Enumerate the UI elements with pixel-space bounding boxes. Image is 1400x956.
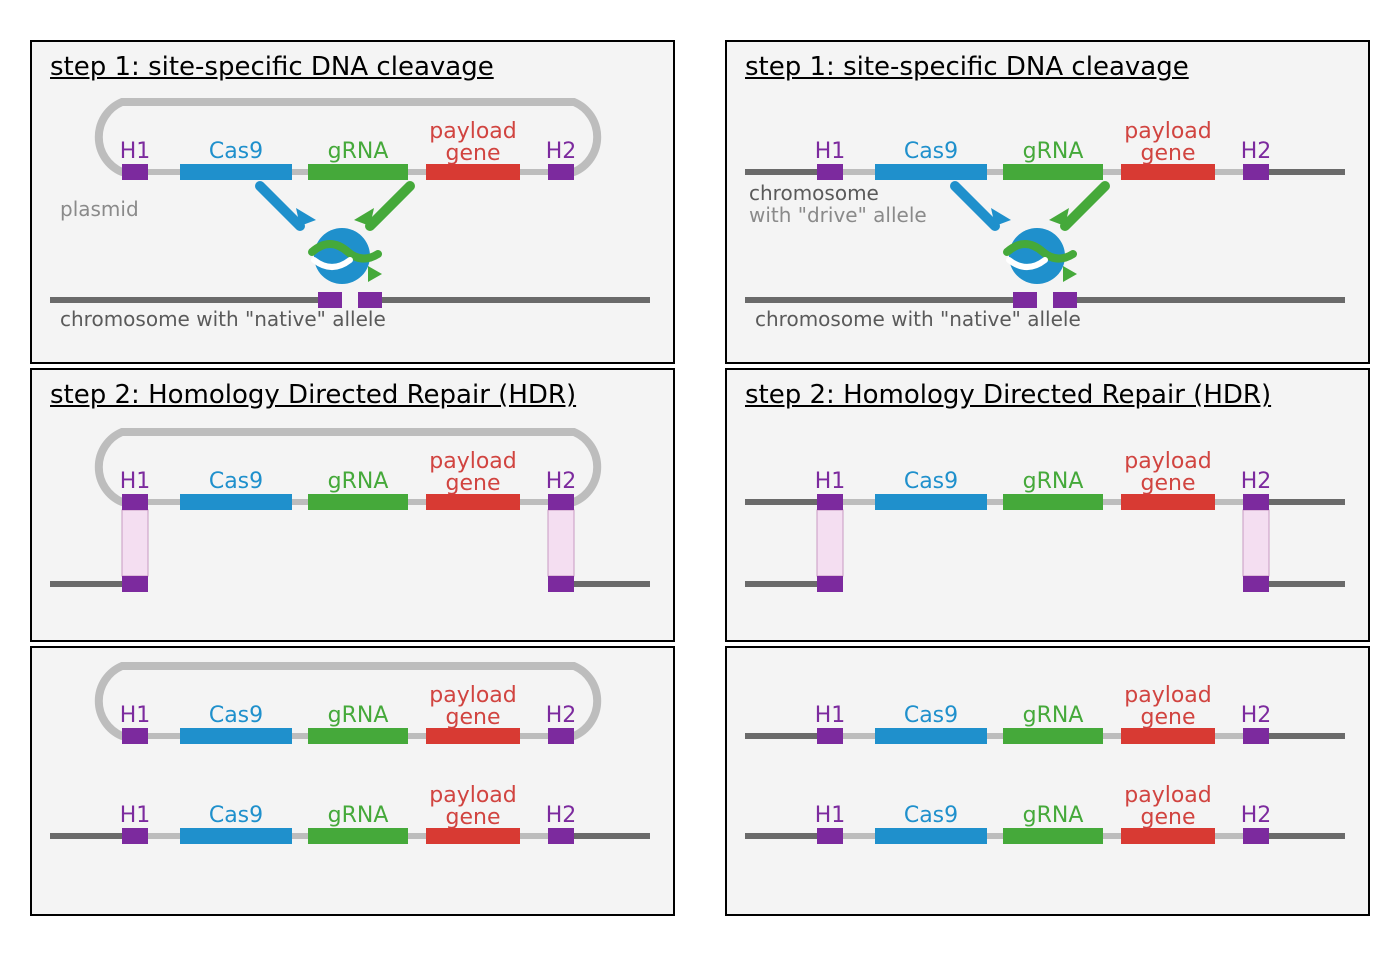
svg-step1-plasmid: H1Cas9gRNApayloadgeneH2plasmidchromosome… [50,88,650,350]
svg-text:gRNA: gRNA [1023,703,1084,728]
svg-text:H1: H1 [815,139,846,164]
svg-text:plasmid: plasmid [60,197,139,221]
svg-text:gene: gene [446,471,501,496]
svg-text:chromosome: chromosome [749,181,879,205]
svg-text:H1: H1 [120,469,151,494]
panel-result-chromosome: H1Cas9gRNApayloadgeneH2H1Cas9gRNApayload… [725,646,1370,916]
svg-text:Cas9: Cas9 [904,469,958,494]
panel-step2-plasmid: step 2: Homology Directed Repair (HDR) H… [30,368,675,642]
panel-step2-chromosome: step 2: Homology Directed Repair (HDR) H… [725,368,1370,642]
svg-text:gRNA: gRNA [328,139,389,164]
svg-text:H2: H2 [546,469,577,494]
svg-step1-chromosome: H1Cas9gRNApayloadgeneH2chromosomewith "d… [745,88,1345,350]
svg-step2-plasmid: H1Cas9gRNApayloadgeneH2 [50,416,650,628]
svg-text:H2: H2 [546,803,577,828]
svg-text:H2: H2 [1241,703,1272,728]
svg-text:Cas9: Cas9 [209,703,263,728]
panel-title: step 1: site-specific DNA cleavage [50,52,655,82]
svg-text:gene: gene [1141,705,1196,730]
svg-text:gene: gene [1141,471,1196,496]
svg-text:H1: H1 [120,139,151,164]
svg-text:Cas9: Cas9 [904,139,958,164]
svg-text:Cas9: Cas9 [209,469,263,494]
svg-text:chromosome with "native" allel: chromosome with "native" allele [60,307,386,331]
svg-text:H2: H2 [546,703,577,728]
svg-result-plasmid: H1Cas9gRNApayloadgeneH2H1Cas9gRNApayload… [50,658,650,878]
svg-text:gRNA: gRNA [1023,139,1084,164]
svg-text:gRNA: gRNA [328,469,389,494]
panel-step1-chromosome: step 1: site-specific DNA cleavage H1 Cas… [725,40,1370,364]
svg-text:Cas9: Cas9 [209,803,263,828]
panel-result-plasmid: H1Cas9gRNApayloadgeneH2H1Cas9gRNApayload… [30,646,675,916]
svg-text:Cas9: Cas9 [209,139,263,164]
svg-text:with "drive" allele: with "drive" allele [749,203,927,227]
svg-text:gene: gene [446,141,501,166]
svg-text:H2: H2 [1241,803,1272,828]
panel-title: step 2: Homology Directed Repair (HDR) [50,380,655,410]
svg-text:H1: H1 [120,803,151,828]
svg-text:H1: H1 [120,703,151,728]
svg-text:H1: H1 [815,469,846,494]
panel-title: step 2: Homology Directed Repair (HDR) [745,380,1350,410]
svg-text:gene: gene [1141,805,1196,830]
svg-text:H1: H1 [815,803,846,828]
svg-result-chromosome: H1Cas9gRNApayloadgeneH2H1Cas9gRNApayload… [745,658,1345,878]
svg-text:gRNA: gRNA [1023,803,1084,828]
panel-title: step 1: site-specific DNA cleavage [745,52,1350,82]
svg-text:H2: H2 [546,139,577,164]
svg-text:gRNA: gRNA [1023,469,1084,494]
svg-text:chromosome with "native" allel: chromosome with "native" allele [755,307,1081,331]
diagram-grid: step 1: site-specific DNA cleavage H1 Cas… [30,40,1370,916]
svg-text:gene: gene [1141,141,1196,166]
svg-text:gRNA: gRNA [328,703,389,728]
svg-text:gene: gene [446,805,501,830]
svg-text:gene: gene [446,705,501,730]
svg-text:Cas9: Cas9 [904,703,958,728]
svg-text:H2: H2 [1241,139,1272,164]
panel-step1-plasmid: step 1: site-specific DNA cleavage H1 Cas… [30,40,675,364]
svg-step2-chromosome: H1Cas9gRNApayloadgeneH2 [745,416,1345,628]
svg-text:H1: H1 [815,703,846,728]
svg-text:Cas9: Cas9 [904,803,958,828]
svg-text:H2: H2 [1241,469,1272,494]
svg-text:gRNA: gRNA [328,803,389,828]
